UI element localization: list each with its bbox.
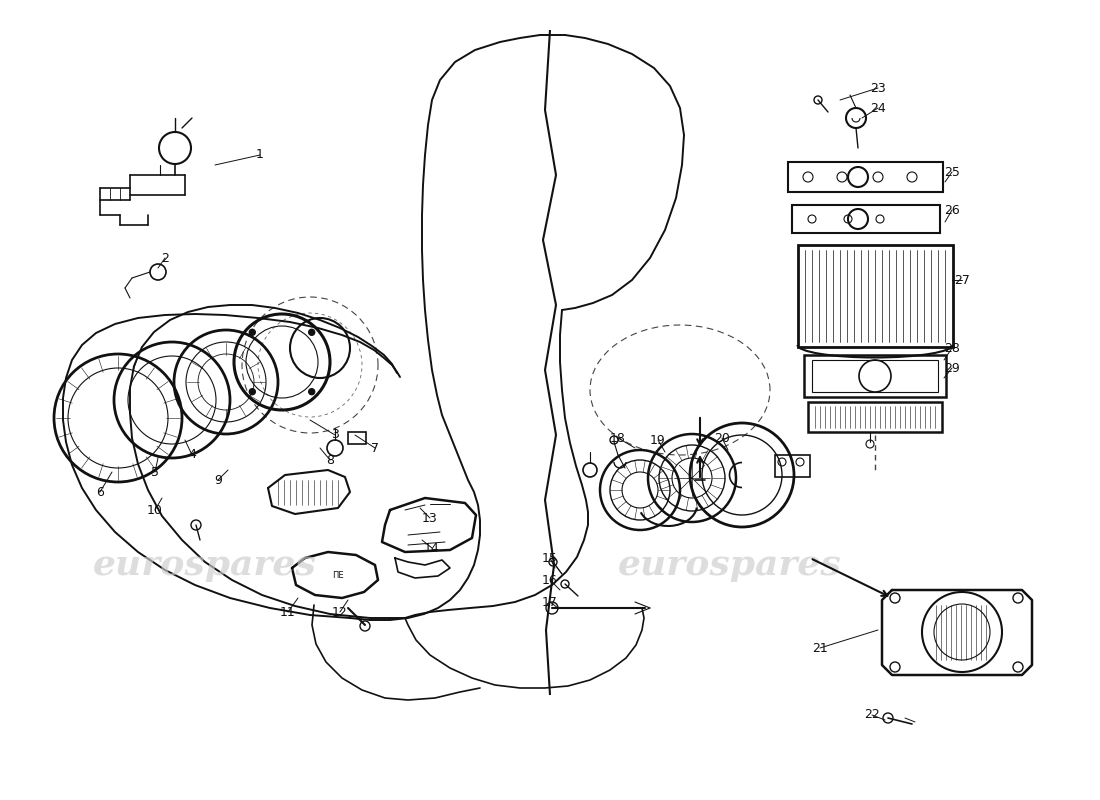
Text: 25: 25	[944, 166, 960, 178]
Bar	[812, 360, 938, 392]
Text: 3: 3	[331, 429, 339, 442]
Text: 19: 19	[650, 434, 666, 446]
Text: 6: 6	[96, 486, 103, 498]
Text: eurospares: eurospares	[94, 548, 317, 582]
Bar	[804, 355, 946, 397]
Bar	[792, 205, 940, 233]
Text: 11: 11	[280, 606, 296, 618]
Text: 27: 27	[954, 274, 970, 286]
Text: 2: 2	[161, 251, 169, 265]
Text: 26: 26	[944, 203, 960, 217]
Text: 1: 1	[256, 149, 264, 162]
Circle shape	[250, 330, 255, 335]
Bar	[776, 455, 810, 477]
Text: 21: 21	[812, 642, 828, 654]
Text: 17: 17	[542, 595, 558, 609]
Bar	[798, 245, 953, 347]
Text: 7: 7	[371, 442, 380, 454]
Text: 29: 29	[944, 362, 960, 374]
Text: 8: 8	[326, 454, 334, 466]
Text: 23: 23	[870, 82, 886, 94]
Text: 4: 4	[188, 449, 196, 462]
Text: 22: 22	[865, 709, 880, 722]
Circle shape	[250, 389, 255, 394]
Text: 28: 28	[944, 342, 960, 354]
Text: 14: 14	[425, 542, 440, 554]
Circle shape	[309, 330, 315, 335]
Text: 15: 15	[542, 551, 558, 565]
Text: 13: 13	[422, 511, 438, 525]
Text: 9: 9	[214, 474, 222, 486]
Circle shape	[309, 389, 315, 394]
Text: ΠΕ: ΠΕ	[332, 571, 344, 581]
Text: 10: 10	[147, 503, 163, 517]
Text: 18: 18	[610, 431, 626, 445]
Text: eurospares: eurospares	[618, 548, 842, 582]
Text: 12: 12	[332, 606, 348, 618]
Text: 20: 20	[714, 431, 730, 445]
Bar	[788, 162, 943, 192]
Bar	[808, 402, 942, 432]
Text: 24: 24	[870, 102, 886, 114]
Text: 5: 5	[151, 466, 160, 478]
Bar	[348, 432, 366, 444]
Text: 16: 16	[542, 574, 558, 586]
